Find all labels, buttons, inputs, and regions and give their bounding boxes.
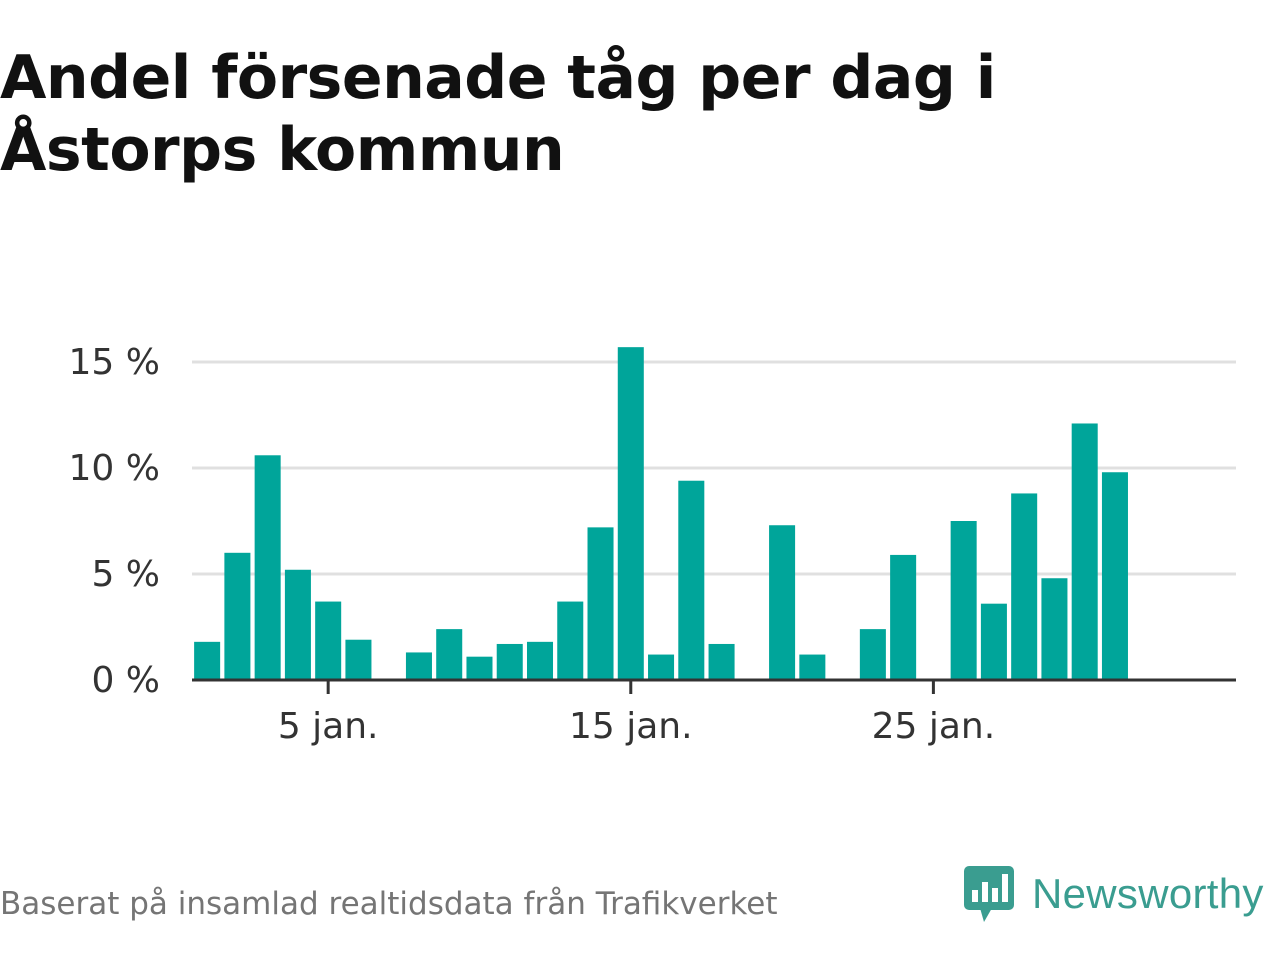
grid-lines [192, 360, 1236, 576]
x-tick-label: 5 jan. [278, 706, 379, 747]
source-note: Baserat på insamlad realtidsdata från Tr… [0, 886, 778, 922]
bar [799, 654, 826, 680]
chart-title: Andel försenade tåg per dag i Åstorps ko… [0, 43, 996, 185]
y-axis-ticks: 0 % 5 % 10 % 15 % [69, 342, 160, 701]
bar [1041, 578, 1068, 680]
x-tick-label: 15 jan. [569, 706, 693, 747]
bar [950, 521, 977, 680]
bar [194, 641, 221, 680]
y-tick-label: 0 % [91, 660, 160, 701]
bar [254, 455, 281, 680]
bar [284, 569, 311, 680]
bar [617, 347, 644, 680]
bar [648, 654, 675, 680]
bar [1101, 472, 1128, 680]
bar [678, 480, 705, 680]
bar [345, 639, 372, 680]
bar [466, 656, 493, 680]
bar [890, 554, 917, 680]
bar [1071, 423, 1098, 680]
x-axis: 5 jan. 15 jan. 25 jan. [192, 678, 1236, 747]
brand-logo[interactable]: Newsworthy [962, 862, 1264, 926]
bar [436, 629, 463, 680]
y-tick-label: 15 % [69, 342, 160, 383]
y-tick-label: 10 % [69, 448, 160, 489]
y-tick-label: 5 % [91, 554, 160, 595]
bar [224, 552, 251, 680]
bar [496, 643, 523, 680]
x-tick-label: 25 jan. [872, 706, 996, 747]
brand-name: Newsworthy [1032, 870, 1264, 917]
bar [769, 525, 796, 680]
bar-chart: 0 % 5 % 10 % 15 % 5 jan. 15 jan. 25 jan. [69, 342, 1236, 747]
bar [526, 641, 554, 680]
bar [557, 601, 584, 680]
bar [708, 643, 735, 680]
bar [315, 601, 342, 680]
bar [859, 629, 886, 680]
bar [980, 603, 1007, 680]
bar [1011, 493, 1038, 680]
newsworthy-logo-icon [964, 866, 1014, 922]
bar [405, 652, 432, 680]
bars [194, 347, 1128, 680]
bar [587, 527, 614, 680]
